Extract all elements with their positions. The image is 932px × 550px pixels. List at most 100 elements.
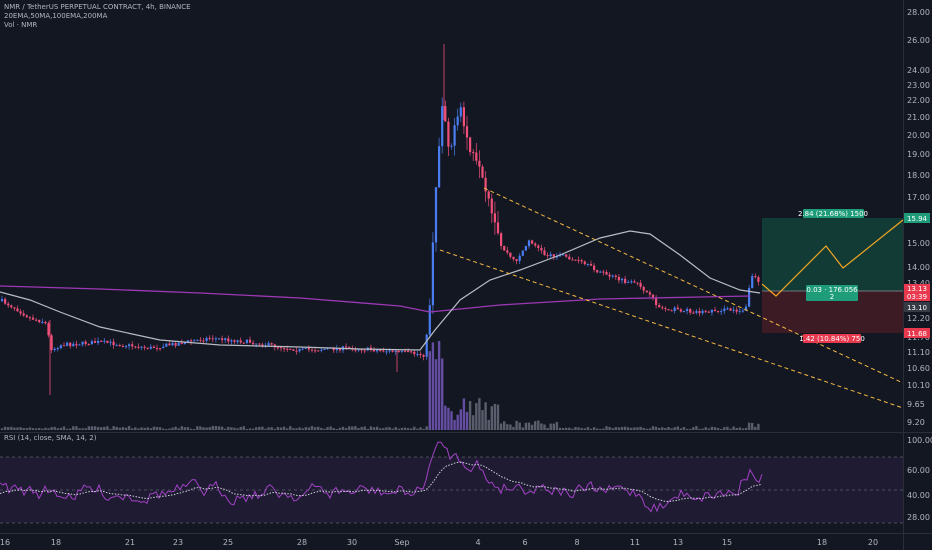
candle-body [732, 309, 735, 311]
volume-bar [602, 428, 605, 430]
candle-body [620, 278, 624, 281]
candle-body [90, 341, 93, 345]
volume-bar [639, 426, 642, 430]
price-tick: 19.00 [907, 150, 930, 159]
ma-50-line [0, 230, 761, 351]
volume-bar [168, 428, 171, 430]
candle-body [757, 277, 760, 282]
candle-body [633, 281, 636, 283]
time-tick: 16 [0, 538, 10, 547]
volume-bar [13, 427, 16, 430]
volume-bar [289, 426, 292, 430]
indicator-legend: 20EMA,50MA,100EMA,200MA [4, 12, 108, 20]
volume-bar [465, 411, 469, 430]
price-tick: 9.65 [907, 400, 925, 409]
candle-body [524, 246, 527, 251]
candle-body [565, 254, 568, 257]
volume-bar [422, 428, 425, 430]
volume-bar [81, 428, 84, 430]
candle-body [134, 346, 137, 348]
volume-bar [664, 427, 667, 430]
candle-body [81, 341, 84, 345]
countdown-text: 03:39 [907, 293, 927, 301]
price-tick: 21.00 [907, 113, 930, 122]
candle-body [270, 343, 273, 345]
candle-body [562, 254, 565, 256]
volume-bar [658, 427, 661, 430]
candle-body [121, 345, 124, 347]
volume-bar [574, 427, 577, 430]
volume-bar [149, 428, 152, 430]
volume-bar [84, 428, 87, 430]
volume-bar [403, 427, 407, 430]
volume-bar [25, 428, 28, 430]
candle-body [655, 297, 658, 306]
volume-bar [341, 426, 345, 430]
candle-body [599, 271, 602, 273]
volume-bar [441, 358, 444, 430]
volume-bar [10, 426, 13, 430]
volume-bar [444, 405, 447, 430]
volume-bar [413, 426, 416, 430]
volume-bar [351, 426, 354, 430]
candle-body [97, 340, 100, 343]
candle-body [506, 250, 509, 253]
volume-bar [537, 420, 540, 430]
volume-bar [96, 426, 100, 430]
candle-body [100, 340, 103, 342]
candle-body [19, 311, 22, 314]
candle-body [555, 256, 558, 258]
volume-bar [56, 428, 59, 430]
candle-body [310, 349, 314, 351]
candle-body [233, 340, 236, 342]
volume-bar [146, 427, 149, 430]
price-tick: 26.00 [907, 36, 930, 45]
volume-bar [642, 427, 645, 430]
volume-bar [369, 426, 373, 430]
volume-bar [233, 427, 236, 430]
volume-bar [416, 428, 419, 430]
volume-bar [317, 426, 320, 430]
candle-body [93, 341, 97, 343]
candle-body [422, 354, 425, 357]
candle-body [221, 338, 224, 341]
volume-bar [676, 426, 679, 430]
price-tick: 9.20 [907, 418, 925, 427]
candle-body [515, 259, 518, 261]
candle-body [596, 269, 599, 273]
volume-bar [372, 427, 376, 430]
price-tick: 24.00 [907, 66, 930, 75]
volume-bar [379, 428, 382, 430]
candle-body [453, 125, 456, 146]
volume-bar [276, 427, 280, 430]
candle-body [583, 261, 586, 265]
candle-body [670, 310, 673, 312]
candle-body [531, 240, 534, 244]
volume-bar [348, 426, 351, 430]
volume-bar [670, 428, 673, 430]
candle-body [59, 345, 62, 349]
time-tick: 11 [630, 538, 640, 547]
volume-bar [118, 427, 121, 430]
volume-bar [561, 428, 565, 430]
candle-body [106, 340, 109, 343]
volume-bar [264, 428, 267, 430]
candle-body [230, 340, 233, 342]
candle-body [31, 317, 35, 320]
volume-bar [509, 424, 512, 430]
volume-bar [245, 428, 249, 430]
volume-bar [679, 428, 683, 430]
volume-bar [627, 427, 630, 430]
current-price-tag [904, 284, 930, 301]
candle-body [360, 349, 363, 351]
ratio-label: 0.03 · 176.056 [806, 286, 858, 294]
volume-bar [506, 424, 509, 430]
candle-body [751, 276, 754, 289]
volume-bar [546, 427, 549, 430]
candle-body [481, 166, 484, 178]
time-axis: 16 18 21 23 25 28 30 Sep 4 6 8 11 13 15 18 20 [0, 538, 878, 547]
candle-body [109, 341, 112, 343]
volume-bar [214, 426, 218, 430]
time-tick: 18 [51, 538, 61, 547]
